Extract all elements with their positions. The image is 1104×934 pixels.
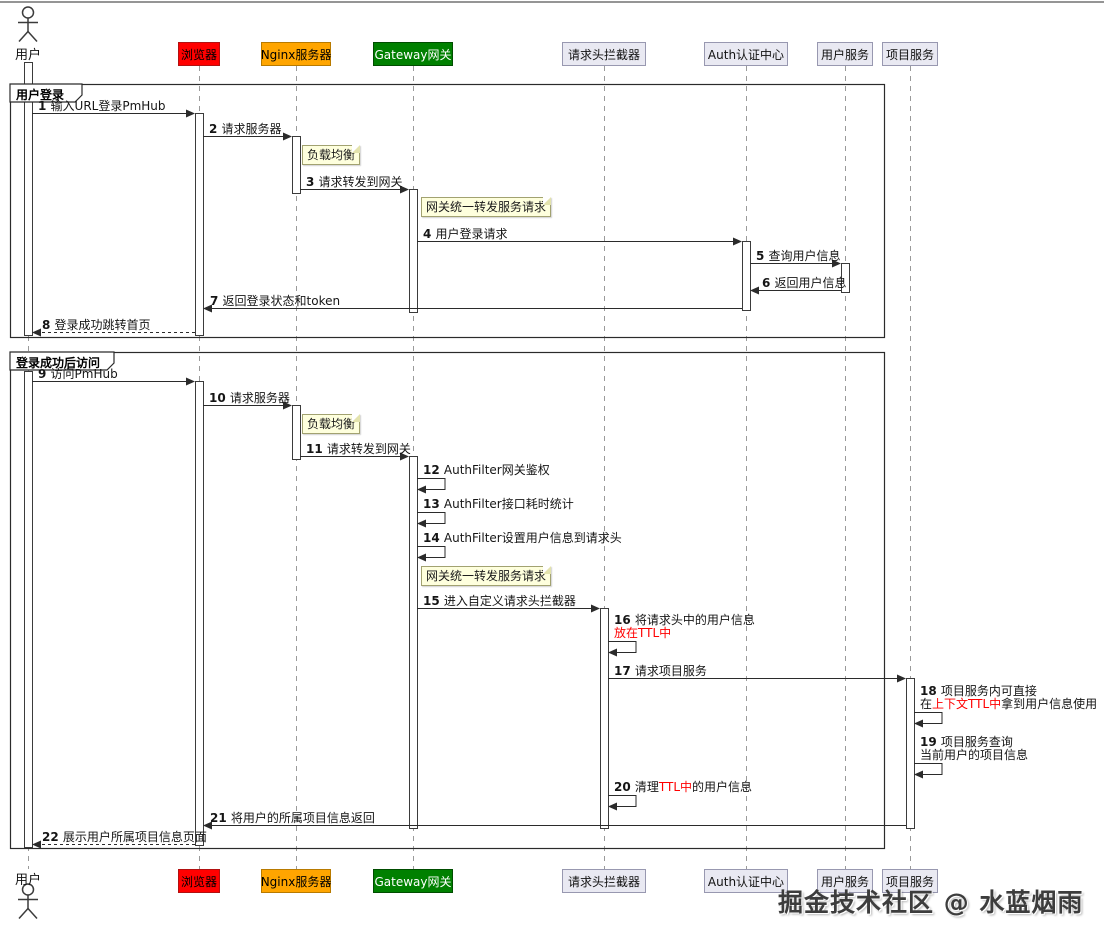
activation-bar bbox=[409, 456, 418, 829]
note: 网关统一转发服务请求 bbox=[421, 197, 551, 217]
actor-bottom-icon-right-leg bbox=[27, 907, 38, 920]
message-2-arrowhead bbox=[283, 132, 292, 141]
message-11-label: 11 请求转发到网关 bbox=[306, 442, 411, 456]
watermark: 掘金技术社区 @ 水蓝烟雨 bbox=[778, 888, 1084, 917]
activation-bar bbox=[24, 371, 33, 848]
message-9-arrowhead bbox=[186, 377, 195, 386]
frame-title: 用户登录 bbox=[16, 88, 65, 102]
participant-browser-bottom: 浏览器 bbox=[178, 869, 220, 893]
actor-top-icon-head bbox=[21, 6, 35, 19]
message-20-arrowhead bbox=[608, 802, 617, 811]
message-20-line bbox=[608, 795, 637, 807]
message-17-arrowhead bbox=[897, 674, 906, 683]
message-17-label: 17 请求项目服务 bbox=[614, 664, 707, 678]
message-5-label: 5 查询用户信息 bbox=[756, 249, 841, 263]
message-19-label: 19 项目服务查询 当前用户的项目信息 bbox=[920, 735, 1029, 762]
frame-border bbox=[9, 83, 886, 339]
activation-bar bbox=[409, 189, 418, 313]
note: 负载均衡 bbox=[302, 145, 360, 165]
message-14-arrowhead bbox=[417, 553, 426, 562]
message-16-arrowhead bbox=[608, 648, 617, 657]
message-13-arrowhead bbox=[417, 519, 426, 528]
activation-bar bbox=[292, 136, 301, 194]
message-15-label: 15 进入自定义请求头拦截器 bbox=[423, 594, 576, 608]
participant-project-service-bottom: 项目服务 bbox=[882, 869, 938, 893]
actor-top-icon-left-leg bbox=[18, 30, 29, 43]
participant-auth-center-top: Auth认证中心 bbox=[704, 42, 788, 66]
message-16-label: 16 将请求头中的用户信息 放在TTL中 bbox=[614, 613, 755, 640]
participant-auth-center-bottom: Auth认证中心 bbox=[704, 869, 788, 893]
message-14-line bbox=[417, 546, 446, 558]
message-8-label: 8 登录成功跳转首页 bbox=[42, 318, 151, 332]
participant-user-service-bottom: 用户服务 bbox=[817, 869, 873, 893]
participant-header-interceptor-top: 请求头拦截器 bbox=[562, 42, 646, 66]
message-10-label: 10 请求服务器 bbox=[209, 391, 290, 405]
activation-bar bbox=[195, 381, 204, 846]
note: 负载均衡 bbox=[302, 414, 360, 434]
message-6-label: 6 返回用户信息 bbox=[762, 276, 847, 290]
activation-bar bbox=[906, 678, 915, 829]
participant-project-service-top: 项目服务 bbox=[882, 42, 938, 66]
message-7-label: 7 返回登录状态和token bbox=[210, 294, 341, 308]
participant-user-service-top: 用户服务 bbox=[817, 42, 873, 66]
message-4-label: 4 用户登录请求 bbox=[423, 227, 508, 241]
message-18-line bbox=[914, 712, 943, 724]
message-12-line bbox=[417, 478, 446, 490]
message-12-arrowhead bbox=[417, 485, 426, 494]
message-18-arrowhead bbox=[914, 719, 923, 728]
message-11-arrowhead bbox=[400, 452, 409, 461]
message-21-arrowhead bbox=[203, 821, 212, 830]
message-15-arrowhead bbox=[591, 604, 600, 613]
message-18-label: 18 项目服务内可直接 在上下文TTL中拿到用户信息使用 bbox=[920, 684, 1098, 711]
message-21-label: 21 将用户的所属项目信息返回 bbox=[210, 811, 375, 825]
message-12-label: 12 AuthFilter网关鉴权 bbox=[423, 463, 550, 477]
frame-title: 登录成功后访问 bbox=[16, 356, 101, 370]
participant-gateway-bottom: Gateway网关 bbox=[373, 869, 453, 893]
message-10-arrowhead bbox=[283, 401, 292, 410]
message-22-arrowhead bbox=[32, 840, 41, 849]
actor-top-icon-right-leg bbox=[27, 30, 38, 43]
message-8-arrowhead bbox=[32, 328, 41, 337]
message-9-label: 9 访问PmHub bbox=[38, 367, 118, 381]
message-19-line bbox=[914, 763, 943, 775]
message-1-arrowhead bbox=[186, 109, 195, 118]
frame-title-tab bbox=[9, 83, 83, 103]
participant-browser-top: 浏览器 bbox=[178, 42, 220, 66]
message-16-line bbox=[608, 641, 637, 653]
message-13-line bbox=[417, 512, 446, 524]
activation-bar bbox=[742, 241, 751, 311]
participant-nginx-server-top: Nginx服务器 bbox=[261, 42, 331, 66]
activation-bar bbox=[841, 263, 850, 293]
message-3-arrowhead bbox=[400, 185, 409, 194]
message-3-label: 3 请求转发到网关 bbox=[306, 175, 403, 189]
participant-gateway-top: Gateway网关 bbox=[373, 42, 453, 66]
message-19-arrowhead bbox=[914, 770, 923, 779]
activation-bar bbox=[292, 405, 301, 460]
activation-bar bbox=[600, 608, 609, 829]
note: 网关统一转发服务请求 bbox=[421, 566, 551, 586]
actor-bottom-icon-left-leg bbox=[18, 907, 29, 920]
activation-bar bbox=[195, 113, 204, 336]
message-4-arrowhead bbox=[733, 237, 742, 246]
frame-title-tab bbox=[9, 351, 115, 371]
message-13-label: 13 AuthFilter接口耗时统计 bbox=[423, 497, 574, 511]
message-2-label: 2 请求服务器 bbox=[209, 122, 282, 136]
activation-bar bbox=[24, 62, 33, 336]
message-5-arrowhead bbox=[832, 259, 841, 268]
participant-header-interceptor-bottom: 请求头拦截器 bbox=[562, 869, 646, 893]
participant-nginx-server-bottom: Nginx服务器 bbox=[261, 869, 331, 893]
message-6-arrowhead bbox=[750, 286, 759, 295]
message-14-label: 14 AuthFilter设置用户信息到请求头 bbox=[423, 531, 622, 545]
message-7-arrowhead bbox=[203, 304, 212, 313]
actor-top-label: 用户 bbox=[14, 48, 42, 63]
actor-bottom-label: 用户 bbox=[14, 873, 42, 888]
message-20-label: 20 清理TTL中的用户信息 bbox=[614, 780, 753, 794]
frame-border bbox=[9, 351, 886, 850]
message-22-label: 22 展示用户所属项目信息页面 bbox=[42, 830, 207, 844]
message-1-label: 1 输入URL登录PmHub bbox=[38, 99, 166, 113]
